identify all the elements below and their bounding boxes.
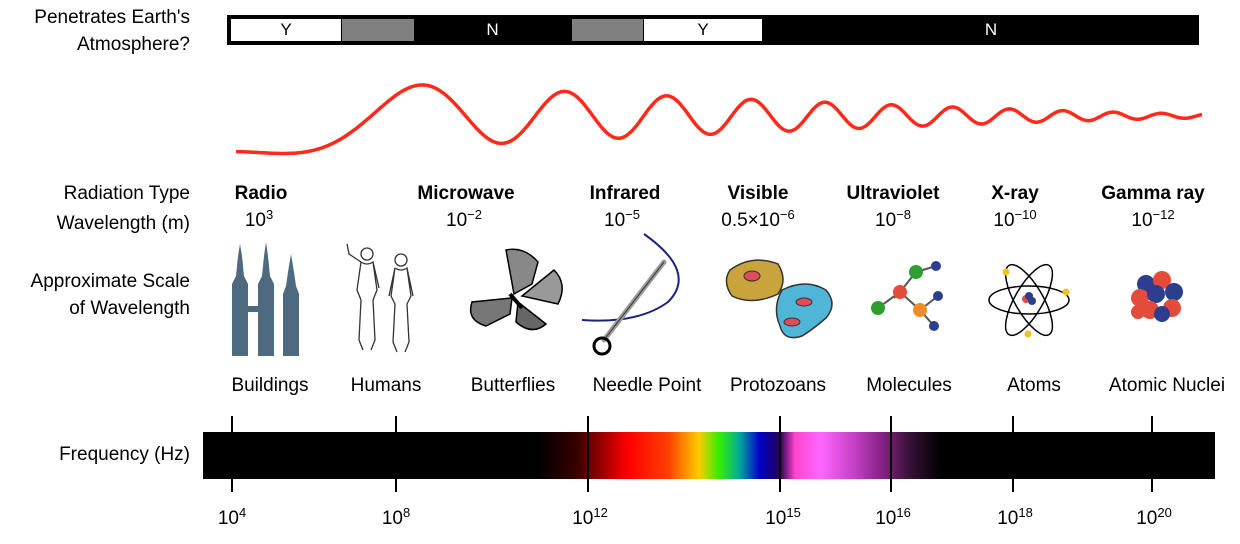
radiation-name-xray: X-ray: [991, 183, 1039, 204]
butterfly-icon: [469, 248, 563, 331]
wave-line: [236, 83, 1203, 156]
wavelength-visible: 0.5×10−6: [721, 207, 795, 231]
wavelength-microwave: 10−2: [446, 207, 482, 231]
nucleus-icon: [1131, 271, 1183, 322]
scale-humans: Humans: [350, 375, 422, 396]
frequency-tick-label: 108: [381, 505, 411, 529]
frequency-tick-label: 104: [217, 505, 247, 529]
scale-protozoans: Protozoans: [729, 375, 827, 396]
radiation-name-visible: Visible: [727, 183, 789, 204]
frequency-tick-label: 1018: [997, 505, 1033, 529]
radiation-name-microwave: Microwave: [417, 183, 515, 204]
frequency-tick-label: 1020: [1136, 505, 1172, 529]
radiation-name-ultraviolet: Ultraviolet: [846, 183, 940, 204]
wavelength-radio: 103: [244, 207, 274, 231]
atmosphere-segment-radio-yes: Y: [231, 19, 341, 41]
wavelength-gamma: 10−12: [1131, 207, 1175, 231]
molecule-icon: [871, 261, 943, 331]
atmosphere-segment-partial: [572, 19, 643, 41]
tick-mark: [890, 416, 892, 492]
tick-mark: [1151, 416, 1153, 492]
frequency-tick-label: 1012: [572, 505, 608, 529]
frequency-label: Frequency (Hz): [59, 444, 190, 465]
humans-icon: [346, 243, 414, 353]
scale-needle-point: Needle Point: [592, 375, 702, 396]
tick-mark: [779, 416, 781, 492]
tick-mark: [1012, 416, 1014, 492]
radiation-name-radio: Radio: [234, 183, 288, 204]
scale-atoms: Atoms: [1007, 375, 1061, 396]
radiation-name-infrared: Infrared: [589, 183, 661, 204]
scale-buildings: Buildings: [231, 375, 309, 396]
frequency-tick-label: 1016: [875, 505, 911, 529]
wavelength-xray: 10−10: [993, 207, 1037, 231]
atmosphere-segment-visible-yes: Y: [644, 19, 762, 41]
tick-mark: [395, 416, 397, 492]
scale-butterflies: Butterflies: [470, 375, 556, 396]
atom-icon: [988, 263, 1070, 338]
tick-mark: [587, 416, 589, 492]
wavelength-ultraviolet: 10−8: [875, 207, 911, 231]
atmosphere-segment-partial: [342, 19, 414, 41]
atmosphere-label-line2: Atmosphere?: [76, 34, 190, 55]
scale-label-line1: Approximate Scale: [30, 271, 190, 292]
radiation-name-gamma: Gamma ray: [1101, 183, 1205, 204]
wavelength-infrared: 10−5: [604, 207, 640, 231]
scale-label-line2: of Wavelength: [69, 298, 190, 319]
wavelength-label: Wavelength (m): [56, 213, 190, 234]
atmosphere-segment-no: N: [486, 20, 499, 39]
needle-icon: [581, 233, 680, 356]
scale-molecules: Molecules: [866, 375, 952, 396]
wave-graphic: [236, 83, 1203, 156]
atmosphere-segment-no: N: [984, 20, 998, 39]
frequency-tick-label: 1015: [765, 505, 801, 529]
atmosphere-label-line1: Penetrates Earth's: [34, 7, 190, 28]
frequency-spectrum-bar: [203, 432, 1215, 479]
scale-atomic-nuclei: Atomic Nuclei: [1108, 375, 1226, 396]
radiation-type-label: Radiation Type: [63, 183, 190, 204]
twin-towers-icon: [232, 242, 299, 356]
protozoa-icon: [725, 259, 833, 339]
tick-mark: [231, 416, 233, 492]
